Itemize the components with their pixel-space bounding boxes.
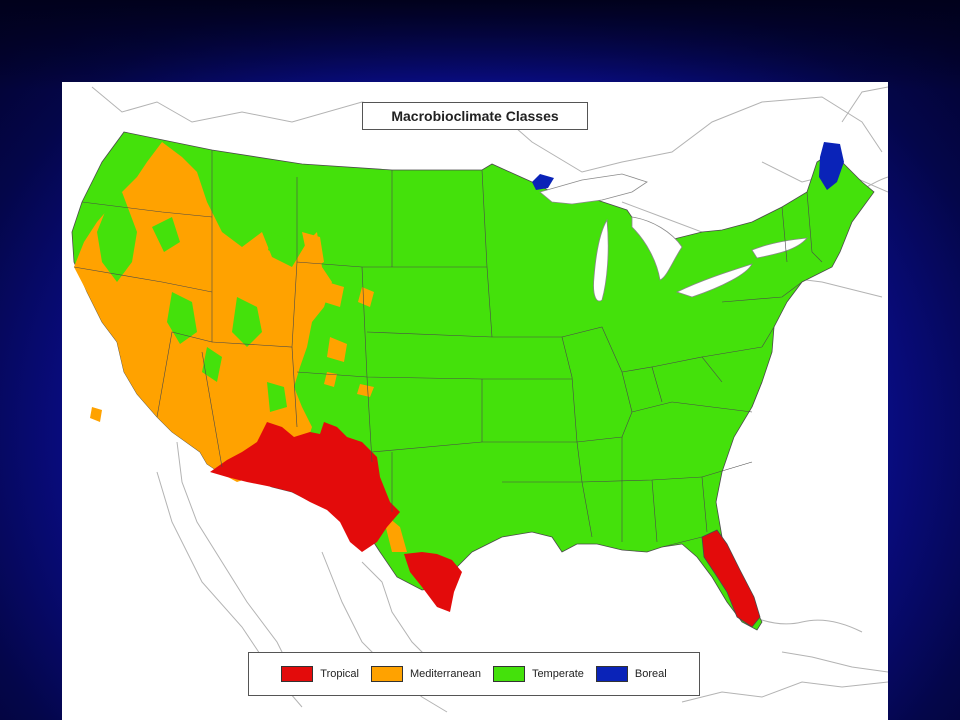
mediterranean-region [74,142,332,482]
map-legend: Tropical Mediterranean Temperate Boreal [248,652,700,696]
legend-item-mediterranean: Mediterranean [371,666,481,682]
legend-item-tropical: Tropical [281,666,359,682]
map-panel: Macrobioclimate Classes Tropical Mediter… [62,82,888,720]
tropical-southwest-region [210,422,400,552]
legend-label-boreal: Boreal [634,668,667,680]
legend-swatch-temperate [492,666,525,682]
slide-background-shade [0,0,960,90]
tropical-florida-region [701,529,761,628]
legend-label-tropical: Tropical [320,668,359,680]
boreal-region [532,142,844,190]
legend-item-boreal: Boreal [595,666,667,682]
legend-label-temperate: Temperate [531,668,584,680]
macrobioclimate-map [71,86,888,713]
great-lakes [539,173,808,302]
legend-swatch-tropical [281,666,314,682]
legend-swatch-boreal [595,666,628,682]
map-title: Macrobioclimate Classes [362,102,588,130]
tropical-south-texas-region [404,552,462,612]
state-borders [73,150,823,548]
legend-item-temperate: Temperate [492,666,584,682]
temperate-west-patches [97,192,290,412]
legend-swatch-mediterranean [371,666,403,682]
legend-label-mediterranean: Mediterranean [410,668,481,680]
